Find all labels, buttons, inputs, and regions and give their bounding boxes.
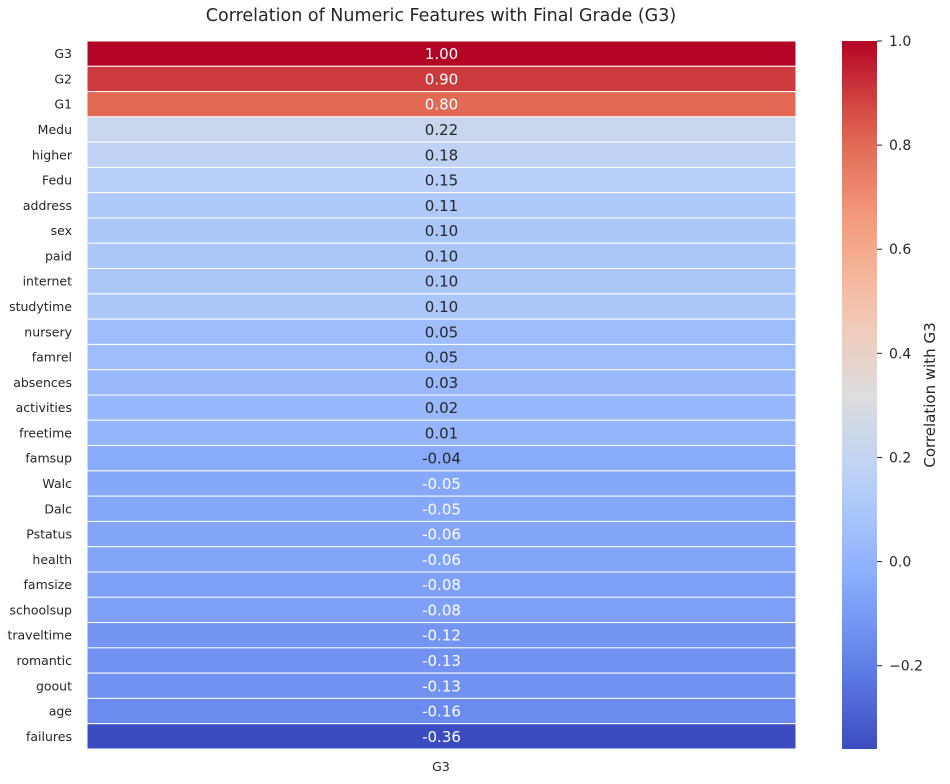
heatmap-cell [86, 419, 797, 447]
heatmap-cell [86, 520, 797, 548]
heatmap-cell [86, 91, 797, 118]
row-label: Pstatus [26, 527, 72, 542]
colorbar-tick-label: 0.0 [889, 555, 911, 571]
row-label: romantic [16, 653, 72, 668]
cell-value-label: 0.02 [425, 399, 458, 417]
heatmap-cells: 1.00 0.90 0.80 0.22 0.18 0.15 0.11 0.10 0.10 0.10… [86, 40, 797, 750]
row-label: famsize [24, 577, 73, 592]
row-label: Fedu [42, 173, 72, 188]
cell-value-label: 0.11 [425, 197, 458, 215]
heatmap-cell [86, 571, 797, 598]
row-labels: G3 G2 G1 Medu higher Fedu address sex paid intern… [7, 46, 72, 744]
row-label: Medu [38, 122, 72, 137]
row-label: schoolsup [10, 602, 73, 617]
cell-value-label: -0.05 [422, 500, 461, 518]
cell-value-label: -0.16 [422, 703, 461, 721]
row-label: nursery [24, 324, 72, 339]
cell-value-label: 0.10 [425, 222, 458, 240]
colorbar-gradient [842, 41, 877, 749]
cell-value-label: 0.10 [425, 247, 458, 265]
row-label: health [32, 552, 72, 567]
heatmap-cell [86, 596, 797, 624]
row-label: freetime [19, 425, 72, 440]
heatmap-cell [86, 40, 797, 67]
cell-value-label: -0.13 [422, 677, 461, 695]
heatmap-cell [86, 394, 797, 421]
cell-value-label: 0.03 [425, 374, 458, 392]
heatmap-cell [86, 672, 797, 699]
cell-value-label: -0.06 [422, 551, 461, 569]
row-label: internet [23, 274, 73, 289]
cell-value-label: -0.12 [422, 627, 461, 645]
row-label: G1 [54, 97, 72, 112]
cell-value-label: 0.22 [425, 121, 458, 139]
row-label: address [23, 198, 72, 213]
heatmap-cell [86, 166, 797, 194]
row-label: G2 [54, 71, 72, 86]
cell-value-label: -0.06 [422, 526, 461, 544]
heatmap-cell [86, 116, 797, 143]
cell-value-label: 0.15 [425, 172, 458, 190]
row-label: G3 [54, 46, 72, 61]
colorbar-tick-label: −0.2 [889, 659, 923, 675]
heatmap-cell [86, 369, 797, 396]
row-label: higher [32, 147, 73, 162]
heatmap-cell [86, 343, 797, 371]
colorbar-tick-label: 0.4 [889, 346, 911, 362]
row-label: famsup [25, 451, 72, 466]
heatmap-cell [86, 217, 797, 244]
heatmap-cell [86, 293, 797, 320]
colorbar-tick-label: 0.6 [889, 242, 911, 258]
heatmap-cell [86, 445, 797, 472]
cell-value-label: 0.90 [425, 70, 458, 88]
cell-value-label: 0.10 [425, 298, 458, 316]
colorbar-tick-label: 1.0 [889, 34, 911, 50]
cell-value-label: 0.10 [425, 273, 458, 291]
heatmap-cell [86, 242, 797, 270]
cell-value-label: 0.01 [425, 424, 458, 442]
row-label: Walc [42, 476, 72, 491]
row-label: famrel [32, 350, 72, 365]
row-label: traveltime [7, 628, 72, 643]
colorbar-label: Correlation with G3 [921, 322, 939, 467]
cell-value-label: -0.05 [422, 475, 461, 493]
cell-value-label: -0.13 [422, 652, 461, 670]
heatmap-cell [86, 192, 797, 219]
cell-value-label: 0.05 [425, 323, 458, 341]
heatmap-cell [86, 622, 797, 649]
cell-value-label: -0.04 [422, 450, 461, 468]
heatmap-cell [86, 470, 797, 497]
heatmap-cell [86, 723, 797, 750]
cell-value-label: 0.18 [425, 146, 458, 164]
heatmap-cell [86, 495, 797, 522]
cell-value-label: -0.08 [422, 601, 461, 619]
heatmap-cell [86, 546, 797, 573]
row-label: activities [16, 400, 72, 415]
cell-value-label: 0.80 [425, 96, 458, 114]
cell-value-label: 1.00 [425, 45, 458, 63]
row-label: paid [45, 248, 72, 263]
heatmap-cell [86, 647, 797, 674]
row-label: goout [36, 678, 72, 693]
cell-value-label: -0.08 [422, 576, 461, 594]
row-label: Dalc [44, 501, 72, 516]
heatmap-cell [86, 697, 797, 725]
colorbar: −0.2 0.0 0.2 0.4 0.6 0.8 1.0 [842, 34, 923, 749]
row-label: age [49, 704, 73, 719]
column-label: G3 [432, 759, 450, 774]
colorbar-tick-label: 0.2 [889, 450, 911, 466]
colorbar-tick-label: 0.8 [889, 138, 911, 154]
row-label: absences [13, 375, 72, 390]
row-label: studytime [9, 299, 72, 314]
heatmap-cell [86, 141, 797, 168]
heatmap-cell [86, 318, 797, 345]
cell-value-label: 0.05 [425, 349, 458, 367]
row-label: sex [51, 223, 72, 238]
row-label: failures [26, 729, 72, 744]
chart-title: Correlation of Numeric Features with Fin… [205, 6, 677, 26]
cell-value-label: -0.36 [422, 728, 461, 746]
